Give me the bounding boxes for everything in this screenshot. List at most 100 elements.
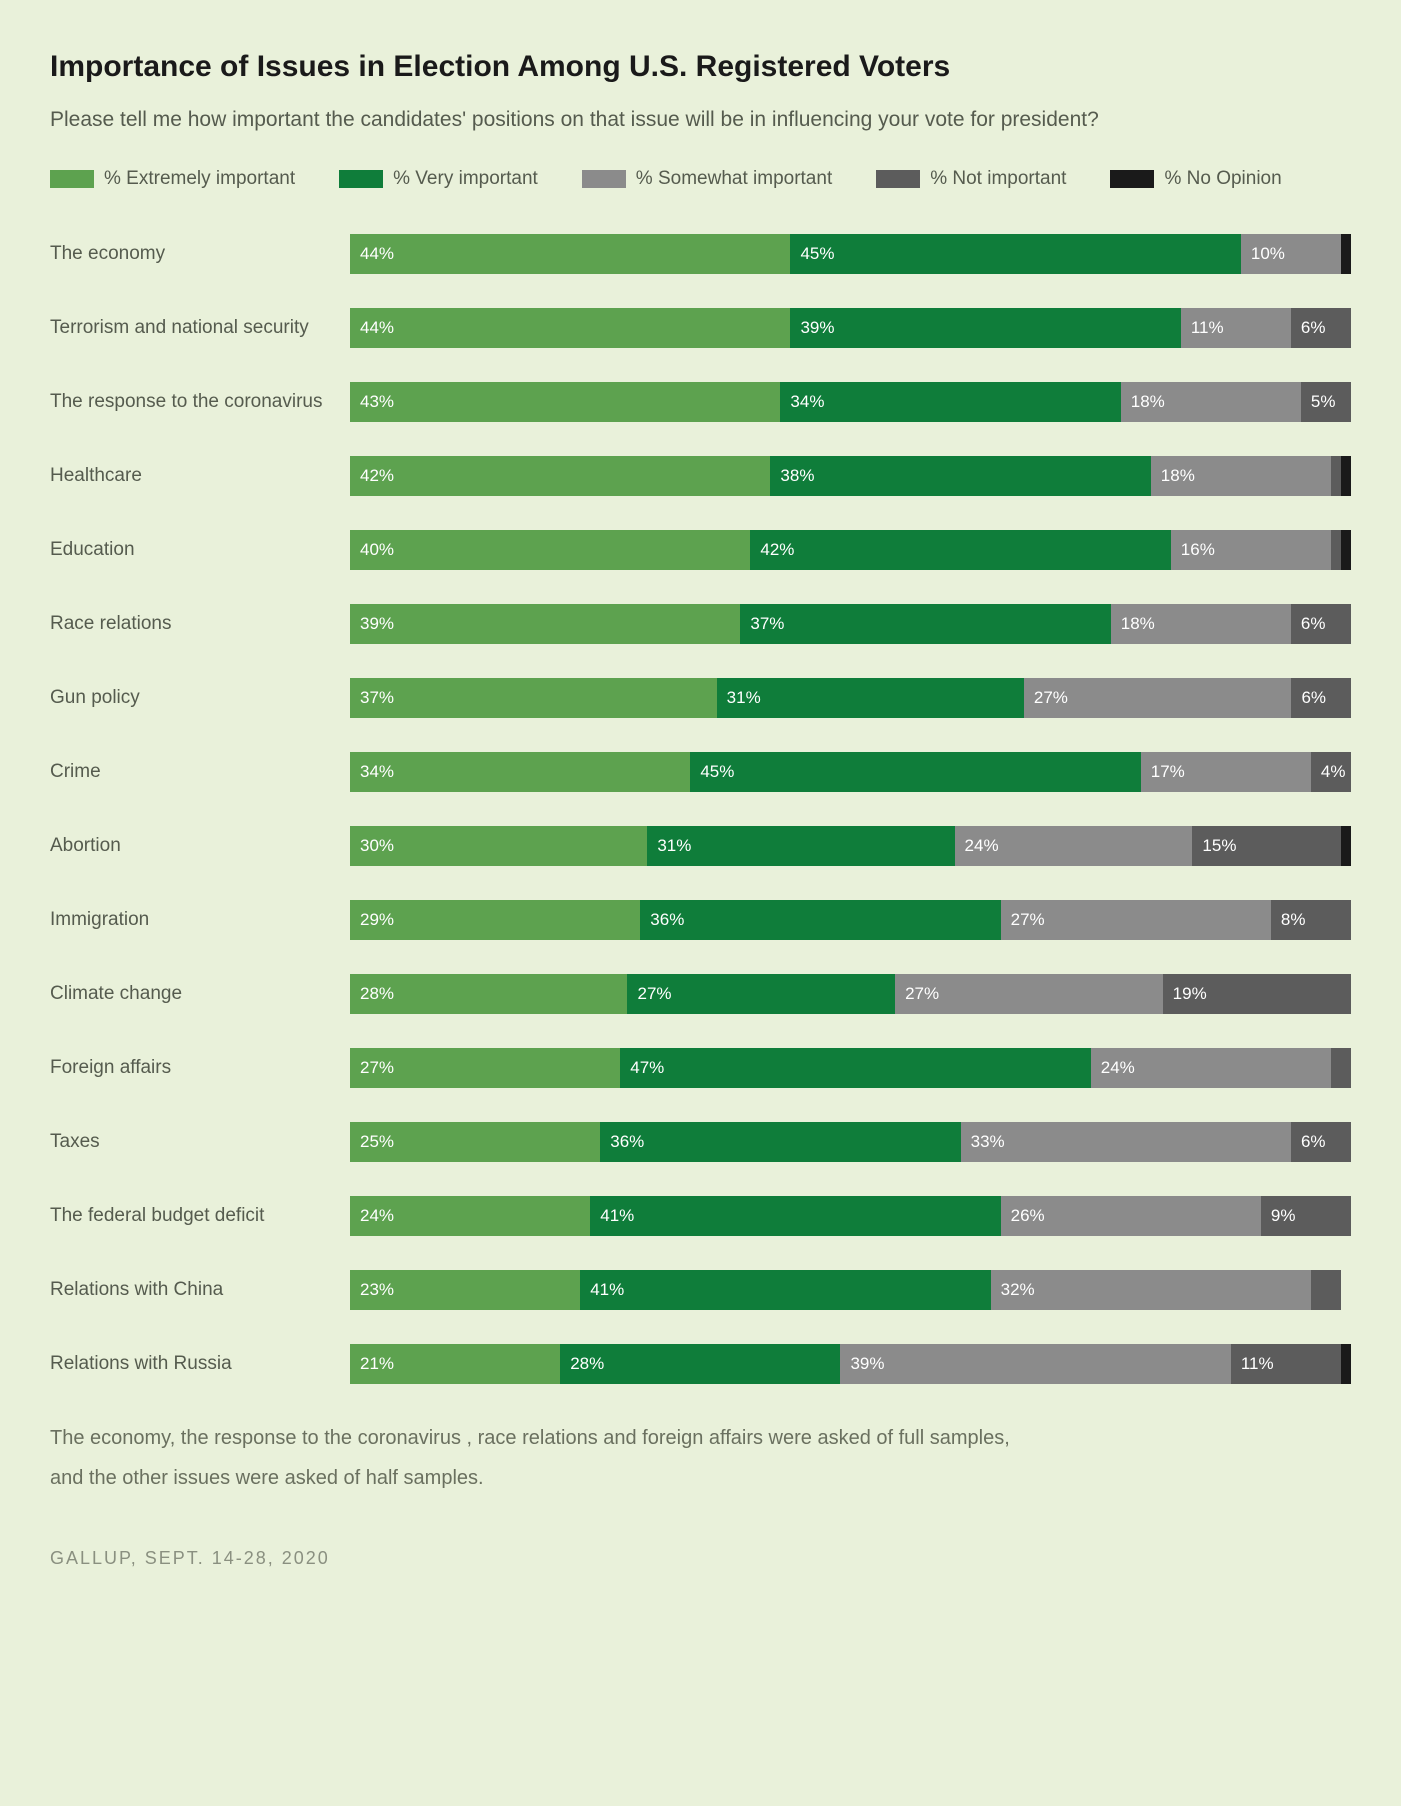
bar-segment: 41% [580, 1270, 990, 1310]
row-label: The response to the coronavirus [50, 391, 350, 413]
bar-segment: 43% [350, 382, 780, 422]
legend-label: % Extremely important [104, 168, 295, 190]
bar-segment: 28% [560, 1344, 840, 1384]
legend-swatch [50, 170, 94, 188]
bar-segment: 37% [740, 604, 1110, 644]
row-label: Crime [50, 761, 350, 783]
bar-segment: 6% [1291, 308, 1351, 348]
bar-segment: 23% [350, 1270, 580, 1310]
bar-segment [1331, 456, 1341, 496]
bar-segment [1331, 1048, 1351, 1088]
row-label: Abortion [50, 835, 350, 857]
row-label: Gun policy [50, 687, 350, 709]
row-label: Education [50, 539, 350, 561]
bar-segment: 34% [780, 382, 1120, 422]
bar-segment: 31% [647, 826, 954, 866]
legend-item: % Not important [876, 168, 1066, 190]
bar-segment [1311, 1270, 1341, 1310]
legend-swatch [582, 170, 626, 188]
bar-track: 44%45%10% [350, 234, 1351, 274]
bar-track: 42%38%18% [350, 456, 1351, 496]
bar-segment: 40% [350, 530, 750, 570]
bar-segment: 36% [640, 900, 1000, 940]
bar-segment [1341, 1344, 1351, 1384]
bar-segment: 18% [1121, 382, 1301, 422]
bar-segment: 39% [840, 1344, 1230, 1384]
row-label: Foreign affairs [50, 1057, 350, 1079]
bar-segment: 17% [1141, 752, 1311, 792]
chart-row: Climate change28%27%27%19% [50, 974, 1351, 1014]
row-label: Relations with Russia [50, 1353, 350, 1375]
bar-segment: 19% [1163, 974, 1351, 1014]
bar-segment: 16% [1171, 530, 1331, 570]
legend-item: % Somewhat important [582, 168, 832, 190]
bar-track: 24%41%26%9% [350, 1196, 1351, 1236]
row-label: Relations with China [50, 1279, 350, 1301]
chart-row: Taxes25%36%33%6% [50, 1122, 1351, 1162]
chart-row: The economy44%45%10% [50, 234, 1351, 274]
chart-row: Terrorism and national security44%39%11%… [50, 308, 1351, 348]
chart-row: Crime34%45%17%4% [50, 752, 1351, 792]
bar-segment: 44% [350, 308, 790, 348]
chart-row: Foreign affairs27%47%24% [50, 1048, 1351, 1088]
chart-row: Abortion30%31%24%15% [50, 826, 1351, 866]
bar-segment: 24% [350, 1196, 590, 1236]
chart-subtitle: Please tell me how important the candida… [50, 108, 1351, 132]
bar-segment [1341, 234, 1351, 274]
legend-item: % Extremely important [50, 168, 295, 190]
bar-track: 37%31%27%6% [350, 678, 1351, 718]
bar-track: 43%34%18%5% [350, 382, 1351, 422]
chart-source: GALLUP, SEPT. 14-28, 2020 [50, 1548, 1351, 1569]
bar-segment: 33% [961, 1122, 1291, 1162]
legend-label: % Not important [930, 168, 1066, 190]
bar-track: 28%27%27%19% [350, 974, 1351, 1014]
bar-segment: 6% [1291, 1122, 1351, 1162]
chart-row: Relations with China23%41%32% [50, 1270, 1351, 1310]
bar-segment: 9% [1261, 1196, 1351, 1236]
legend-label: % No Opinion [1164, 168, 1281, 190]
bar-segment [1341, 826, 1351, 866]
bar-segment: 42% [350, 456, 770, 496]
chart-row: Education40%42%16% [50, 530, 1351, 570]
bar-segment: 11% [1231, 1344, 1341, 1384]
bar-segment: 27% [895, 974, 1163, 1014]
chart-row: The response to the coronavirus43%34%18%… [50, 382, 1351, 422]
legend-label: % Very important [393, 168, 538, 190]
bar-segment [1331, 530, 1341, 570]
bar-segment: 31% [717, 678, 1024, 718]
bar-track: 25%36%33%6% [350, 1122, 1351, 1162]
chart-row: Healthcare42%38%18% [50, 456, 1351, 496]
bar-segment: 24% [1091, 1048, 1331, 1088]
chart-row: Relations with Russia21%28%39%11% [50, 1344, 1351, 1384]
chart-legend: % Extremely important % Very important % S… [50, 168, 1351, 190]
chart-row: Immigration29%36%27%8% [50, 900, 1351, 940]
row-label: Taxes [50, 1131, 350, 1153]
bar-segment: 34% [350, 752, 690, 792]
row-label: Healthcare [50, 465, 350, 487]
bar-segment: 18% [1111, 604, 1291, 644]
chart-title: Importance of Issues in Election Among U… [50, 50, 1351, 84]
bar-segment: 27% [627, 974, 895, 1014]
bar-segment: 6% [1291, 604, 1351, 644]
bar-segment: 29% [350, 900, 640, 940]
chart-row: Gun policy37%31%27%6% [50, 678, 1351, 718]
bar-segment [1341, 530, 1351, 570]
legend-swatch [876, 170, 920, 188]
bar-segment: 27% [1001, 900, 1271, 940]
bar-segment: 44% [350, 234, 790, 274]
row-label: Terrorism and national security [50, 317, 350, 339]
bar-segment: 41% [590, 1196, 1000, 1236]
bar-segment: 42% [750, 530, 1170, 570]
bar-segment: 28% [350, 974, 627, 1014]
bar-track: 34%45%17%4% [350, 752, 1351, 792]
bar-segment: 39% [790, 308, 1180, 348]
bar-segment: 47% [620, 1048, 1090, 1088]
row-label: The economy [50, 243, 350, 265]
bar-segment: 27% [350, 1048, 620, 1088]
row-label: Climate change [50, 983, 350, 1005]
row-label: Immigration [50, 909, 350, 931]
bar-segment: 11% [1181, 308, 1291, 348]
bar-track: 23%41%32% [350, 1270, 1351, 1310]
bar-segment: 25% [350, 1122, 600, 1162]
row-label: The federal budget deficit [50, 1205, 350, 1227]
